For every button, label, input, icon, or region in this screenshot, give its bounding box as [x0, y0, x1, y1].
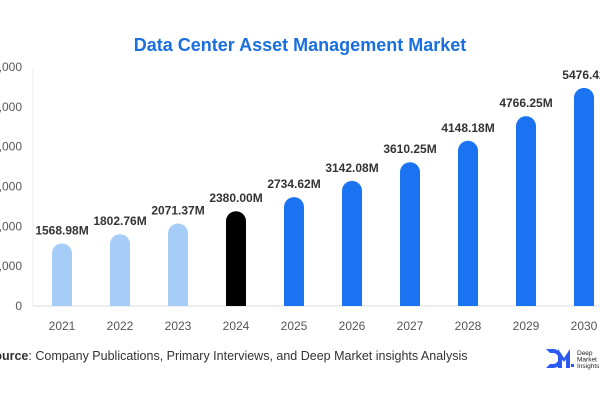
x-tick-label: 2025 [281, 319, 308, 333]
data-label: 5476.42 [562, 68, 600, 82]
data-label: 2071.37M [151, 203, 204, 217]
y-tick-label: 6,000 [0, 60, 22, 74]
y-tick-label: 1,000 [0, 259, 22, 273]
svg-text:Insights: Insights [577, 363, 600, 370]
chart-title: Data Center Asset Management Market [134, 35, 466, 55]
bar-2023 [168, 223, 188, 306]
x-tick-label: 2028 [455, 319, 482, 333]
source-label: Source [0, 349, 29, 363]
y-tick-label: 3,000 [0, 180, 22, 194]
data-label: 1802.76M [93, 214, 146, 228]
x-tick-label: 2027 [397, 319, 424, 333]
bar-2030 [574, 87, 594, 306]
x-tick-label: 2026 [339, 319, 366, 333]
x-tick-label: 2023 [165, 319, 192, 333]
data-label: 1568.98M [35, 224, 88, 238]
bar-2027 [400, 162, 420, 306]
y-axis: 0 1,000 2,000 3,000 4,000 5,000 6,000 [0, 60, 22, 313]
y-tick-label: 0 [15, 299, 22, 313]
x-tick-label: 2024 [223, 319, 250, 333]
bar-2021 [52, 243, 72, 306]
bars: 1568.98M 2021 1802.76M 2022 2071.37M 2023 2380… [35, 68, 600, 333]
y-tick-label: 2,000 [0, 219, 22, 233]
x-tick-label: 2030 [571, 319, 598, 333]
svg-text:Market: Market [577, 357, 597, 364]
bar-2026 [342, 180, 362, 306]
svg-text:Deep: Deep [577, 350, 593, 357]
logo: Deep Market Insights [546, 349, 600, 370]
data-label: 2380.00M [209, 191, 262, 205]
data-label: 3142.08M [325, 161, 378, 175]
x-tick-label: 2029 [513, 319, 540, 333]
y-tick-label: 5,000 [0, 100, 22, 114]
source-note: Source: Company Publications, Primary In… [0, 349, 467, 363]
bar-2024 [226, 211, 246, 306]
x-tick-label: 2021 [49, 319, 76, 333]
bar-2022 [110, 234, 130, 306]
bar-2025 [284, 197, 304, 306]
data-label: 2734.62M [267, 177, 320, 191]
source-text: : Company Publications, Primary Intervie… [28, 349, 468, 363]
x-tick-label: 2022 [107, 319, 134, 333]
data-label: 4148.18M [441, 121, 494, 135]
data-label: 4766.25M [499, 96, 552, 110]
y-tick-label: 4,000 [0, 140, 22, 154]
data-label: 3610.25M [383, 142, 436, 156]
bar-2029 [516, 116, 536, 306]
bar-2028 [458, 140, 478, 306]
logo-m-mark [558, 349, 570, 368]
